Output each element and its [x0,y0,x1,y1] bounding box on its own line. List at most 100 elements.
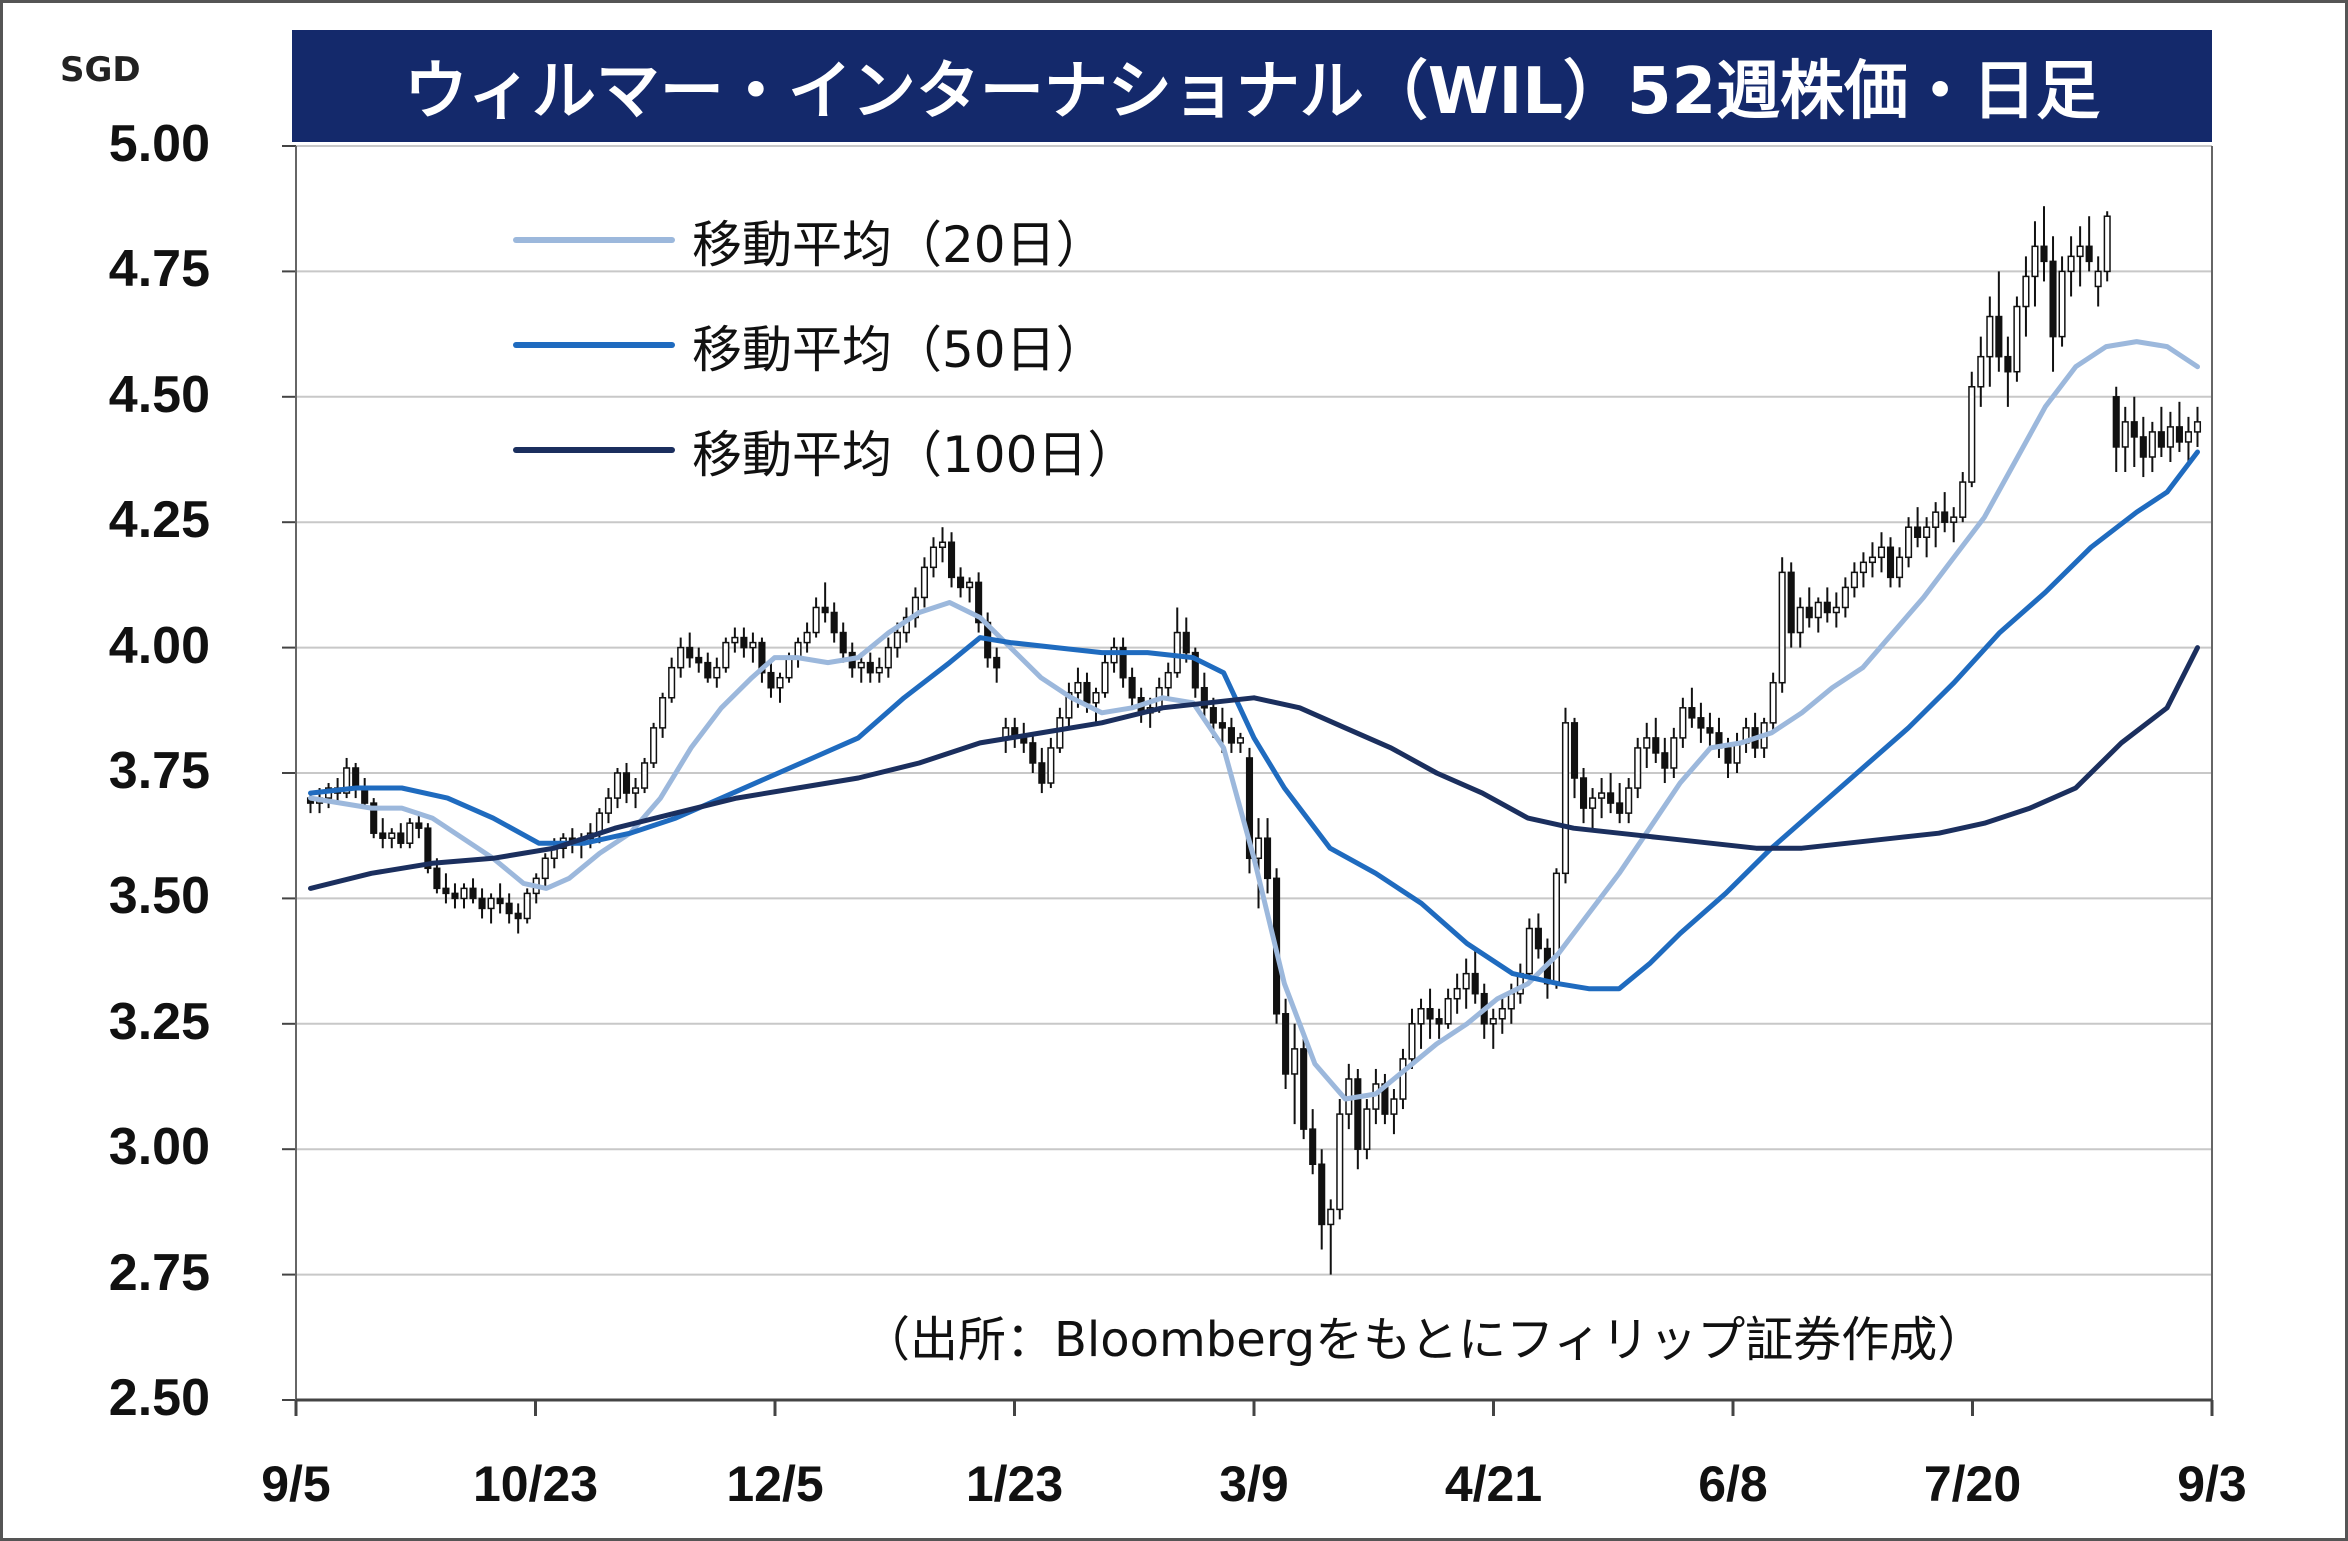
candle-body [1417,1008,1425,1025]
candle-body [966,581,974,589]
y-tick-label: 3.00 [108,1118,210,1177]
candle-body [1525,927,1533,975]
series-line-0 [308,339,2200,1102]
x-tick-label: 9/3 [2177,1456,2247,1512]
candle-body [1336,1113,1344,1211]
candle-body [1959,481,1967,518]
candle-body [1923,526,1931,538]
candle-body [415,822,423,829]
candle-body [1616,802,1624,814]
y-tick-label: 4.00 [108,616,210,675]
candle-body [370,802,378,834]
candle-body [1977,355,1985,388]
candle-body [1561,722,1570,875]
candle-body [650,727,658,764]
candle-body [2175,426,2183,443]
candle-body [2184,431,2193,443]
candle-body [397,832,405,844]
candle-body [613,772,622,799]
series-line-1 [308,449,2200,992]
candle-body [1038,762,1046,784]
candle-body [1769,681,1777,724]
candle-body [1832,606,1840,614]
candle-body [604,797,613,814]
candle-body [514,912,522,920]
moving-average-lines [308,339,2200,1102]
candle-body [1327,1208,1335,1226]
candle-body [1354,1078,1362,1150]
candle-body [2130,421,2138,438]
candle-body [1724,747,1732,764]
candle-body [1498,1008,1506,1020]
x-tick-label: 10/23 [472,1456,599,1512]
candle-body [1688,707,1696,719]
candle-body [1589,797,1597,809]
candle-body [1128,676,1136,699]
candle-body [884,646,892,669]
candle-body [2085,245,2093,263]
candle-body [1309,1128,1317,1165]
candle-body [1841,586,1849,609]
candle-body [352,767,360,789]
candle-body [2022,275,2030,308]
candle-body [1995,315,2003,358]
candle-body [433,867,441,890]
candle-body [686,646,694,659]
candle-body [1254,837,1263,860]
candle-body [1552,872,1561,985]
candle-body [993,656,1001,669]
source-note: （出所：Bloombergをもとにフィリップ証券作成） [862,1312,1986,1368]
candle-body [1282,1013,1290,1075]
candle-body [1968,386,1976,483]
candle-body [659,697,667,729]
candle-body [2076,245,2084,258]
candle-body [1850,571,1858,589]
candle-body [2031,245,2039,278]
candle-body [722,641,730,669]
series-line-2 [308,645,2200,891]
candle-body [1227,727,1235,744]
candle-body [406,822,414,844]
candle-body [957,576,965,589]
y-tick-label: 2.75 [108,1243,210,1302]
candle-body [1877,546,1886,559]
candle-body [731,636,739,644]
candle-body [803,631,811,644]
candle-body [1661,752,1669,769]
candle-body [2121,421,2129,448]
candle-body [1796,606,1804,634]
candle-body [1534,927,1542,950]
y-tick-label: 2.50 [108,1369,210,1427]
candle-body [830,611,838,634]
candle-body [1092,691,1100,704]
candle-body [704,661,712,679]
candle-body [442,887,450,895]
candle-body [1435,1018,1443,1025]
candle-body [1056,717,1064,749]
candle-body [1489,1018,1497,1025]
legend-label-ma50: 移動平均（50日） [692,321,1106,379]
candle-body [1200,686,1208,709]
x-tick-label: 7/20 [1923,1456,2022,1512]
candle-body [1932,511,1940,528]
candle-body [1453,987,1461,1000]
x-tick-label: 12/5 [726,1456,824,1512]
x-tick-label: 1/23 [965,1456,1064,1512]
candle-body [821,606,829,614]
chart-title: ウィルマー・インターナショナル（WIL）52週株価・日足 [292,30,2212,142]
candle-body [2013,305,2021,373]
axes [294,146,2214,1416]
candle-body [1300,1048,1308,1130]
candle-body [1598,792,1606,799]
candle-body [1471,972,1479,995]
y-tick-label: 5.00 [108,115,210,173]
candle-body [1579,777,1588,809]
x-tick-label: 3/9 [1219,1456,1289,1512]
candle-body [2157,431,2165,448]
candle-body [1191,651,1199,689]
candle-body [1886,546,1895,579]
candle-body [2139,436,2147,458]
candle-body [713,666,721,679]
